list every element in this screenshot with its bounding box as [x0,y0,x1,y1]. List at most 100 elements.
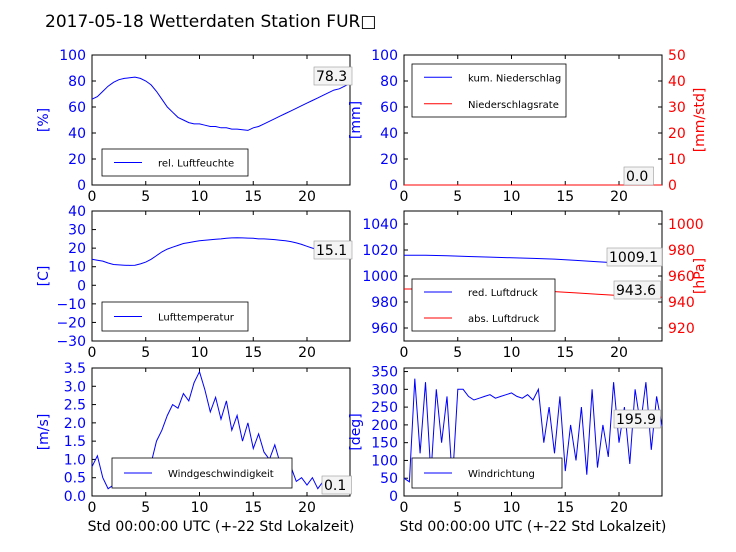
y2-tick-label: 10 [668,152,686,168]
x-tick-label: 10 [503,345,521,361]
y2-tick-label: 920 [668,321,695,337]
value-box-text: 15.1 [316,243,347,259]
x-tick-label: 20 [610,500,628,516]
y-tick-label: 80 [380,74,398,90]
y2-tick-label: 20 [668,126,686,142]
y-tick-label: 0 [389,489,398,505]
x-tick-label: 10 [503,500,521,516]
chart-temperature: 0 5 10 15 20 −30 −20 −10 0 10 20 30 40 [C] Lufttempera… [36,204,353,361]
y-tick-label: 150 [371,436,398,452]
x-tick-label: 5 [453,189,462,205]
chart-pressure: 0 5 10 15 20 960 980 1000 1020 1040 920 940 960 980 10… [362,210,708,361]
legend-label: Windgeschwindigkeit [168,469,274,480]
y-tick-label: 20 [68,241,86,257]
legend-label: kum. Niederschlag [468,73,561,84]
legend: Lufttemperatur [101,301,249,332]
y-tick-label: 1.0 [64,452,86,468]
x-tick-label: 20 [298,345,316,361]
y-tick-label: 2.0 [64,416,86,432]
x-tick-label: 5 [141,345,150,361]
x-tick-label: 20 [610,189,628,205]
x-tick-label: 15 [556,345,574,361]
legend: rel. Luftfeuchte [101,148,249,177]
x-tick-label: 15 [244,189,262,205]
legend-label: red. Luftdruck [468,288,538,299]
value-box [623,166,654,186]
value-box [321,475,352,495]
y-tick-label: 0.0 [64,489,86,505]
legend: Windgeschwindigkeit [111,457,293,489]
x-tick-label: 20 [298,500,316,516]
x-tick-label: 0 [400,345,409,361]
value-box [606,247,663,267]
y-tick-label: 0.5 [64,471,86,487]
y-axis-label: [C] [36,266,52,287]
value-box-text: 0.1 [324,478,346,494]
x-tick-label: 15 [556,500,574,516]
series-line-1 [91,76,351,131]
x-tick-label: 15 [556,189,574,205]
y-tick-label: −30 [56,334,86,350]
y-tick-label: 20 [68,152,86,168]
legend-box [411,63,567,118]
y-tick-label: −10 [56,297,86,313]
y-tick-label: 300 [371,382,398,398]
y-tick-label: 1000 [362,269,398,285]
value-box-text: 195.9 [616,412,656,428]
x-tick-label: 20 [610,345,628,361]
x-tick-label: 20 [298,189,316,205]
legend: Windrichtung [411,457,563,489]
y-tick-label: 1.5 [64,434,86,450]
y-tick-label: 100 [59,48,86,64]
y-tick-label: 200 [371,418,398,434]
chart-wind: 0 5 10 15 20 0.0 0.5 1.0 1.5 2.0 2.5 3.0 3.5 [m/s] Std… [36,361,354,535]
series-line-1 [403,378,663,483]
y-tick-label: 0 [77,178,86,194]
x-axis-label: Std 00:00:00 UTC (+-22 Std Lokalzeit) [88,519,355,535]
value-box [613,280,661,300]
x-tick-label: 15 [244,500,262,516]
value-box [613,409,661,429]
legend: kum. Niederschlag Niederschlagsrate [411,63,567,118]
value-box-text: 78.3 [316,69,347,85]
y-axis-label: [m/s] [36,414,52,451]
y-tick-label: 3.0 [64,379,86,395]
y-axis-label: [%] [36,108,52,132]
y2-axis-label: [hPa] [692,258,708,294]
y-tick-label: 100 [371,453,398,469]
y2-tick-label: 30 [668,100,686,116]
y-tick-label: 50 [380,471,398,487]
y2-tick-label: 980 [668,243,695,259]
y-tick-label: 1040 [362,217,398,233]
x-tick-label: 10 [191,500,209,516]
value-box-text: 0.0 [626,169,648,185]
y-tick-label: 10 [68,260,86,276]
y-tick-label: 0 [389,178,398,194]
y2-axis-label: [mm/std] [692,88,708,153]
y-tick-label: 40 [68,204,86,220]
y-tick-label: 980 [371,295,398,311]
x-tick-label: 5 [141,500,150,516]
y-tick-label: 30 [68,223,86,239]
y2-tick-label: 960 [668,269,695,285]
legend-label: Windrichtung [468,469,535,480]
x-tick-label: 0 [400,500,409,516]
y2-tick-label: 1000 [668,217,704,233]
y-tick-label: 40 [68,126,86,142]
series-line-1 [91,237,351,266]
y-axis-label: [deg] [348,413,364,450]
legend: red. Luftdruck abs. Luftdruck [411,278,556,332]
y2-tick-label: 40 [668,74,686,90]
y-tick-label: 60 [68,100,86,116]
legend-label: Niederschlagsrate [468,100,559,111]
y-tick-label: −20 [56,315,86,331]
y-tick-label: 960 [371,321,398,337]
x-tick-label: 0 [88,345,97,361]
x-tick-label: 10 [191,189,209,205]
y2-tick-label: 0 [668,178,677,194]
x-tick-label: 10 [191,345,209,361]
y-tick-label: 0 [77,278,86,294]
y-tick-label: 3.5 [64,361,86,377]
